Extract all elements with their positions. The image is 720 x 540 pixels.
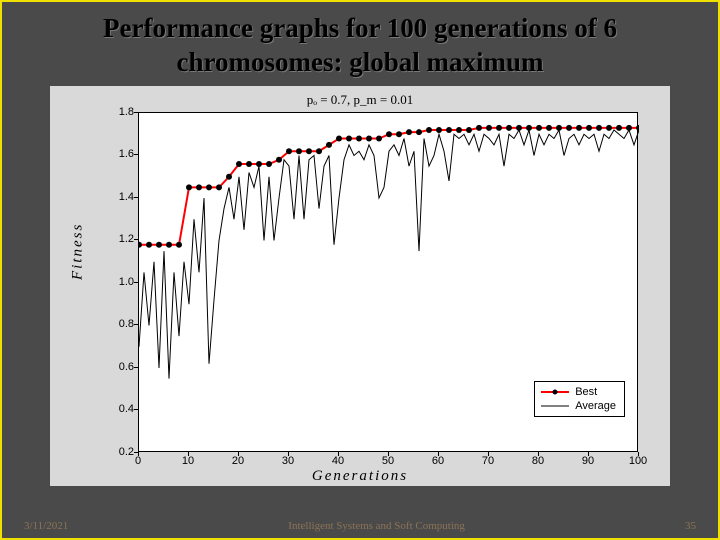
legend-swatch-best-icon (541, 387, 569, 397)
x-tick-label: 50 (382, 455, 394, 467)
x-tick-label: 40 (332, 455, 344, 467)
legend-item-best: Best (541, 385, 616, 399)
legend-item-average: Average (541, 399, 616, 413)
footer-center: Intelligent Systems and Soft Computing (288, 520, 465, 532)
x-axis-label: Generations (312, 468, 408, 485)
chart-params: pₒ = 0.7, p_m = 0.01 (307, 92, 414, 108)
y-tick-label: 1.2 (108, 233, 134, 245)
x-tick-label: 60 (432, 455, 444, 467)
footer: 3/11/2021 Intelligent Systems and Soft C… (2, 520, 718, 532)
y-tick-label: 1.4 (108, 191, 134, 203)
slide: Performance graphs for 100 generations o… (0, 0, 720, 540)
x-tick-label: 70 (482, 455, 494, 467)
y-tick-label: 1.8 (108, 106, 134, 118)
legend-swatch-avg-icon (541, 401, 569, 411)
y-tick-label: 0.4 (108, 403, 134, 415)
slide-title: Performance graphs for 100 generations o… (2, 2, 718, 86)
legend-label: Average (575, 400, 616, 412)
x-tick-label: 80 (532, 455, 544, 467)
y-tick-label: 1.6 (108, 148, 134, 160)
legend: Best Average (534, 381, 625, 417)
footer-page: 35 (685, 520, 696, 532)
x-tick-label: 30 (282, 455, 294, 467)
legend-label: Best (575, 386, 597, 398)
chart-panel: pₒ = 0.7, p_m = 0.01 Best Average 0.2 0.4… (50, 86, 670, 486)
y-tick-label: 0.2 (108, 446, 134, 458)
y-tick-label: 1.0 (108, 276, 134, 288)
y-axis-label: Fitness (70, 222, 87, 279)
x-tick-label: 0 (135, 455, 141, 467)
footer-date: 3/11/2021 (24, 520, 68, 532)
y-tick-label: 0.8 (108, 318, 134, 330)
plot-area: Best Average (138, 112, 638, 452)
y-tick-label: 0.6 (108, 361, 134, 373)
x-tick-label: 100 (629, 455, 647, 467)
x-tick-label: 10 (182, 455, 194, 467)
x-tick-label: 90 (582, 455, 594, 467)
x-tick-label: 20 (232, 455, 244, 467)
